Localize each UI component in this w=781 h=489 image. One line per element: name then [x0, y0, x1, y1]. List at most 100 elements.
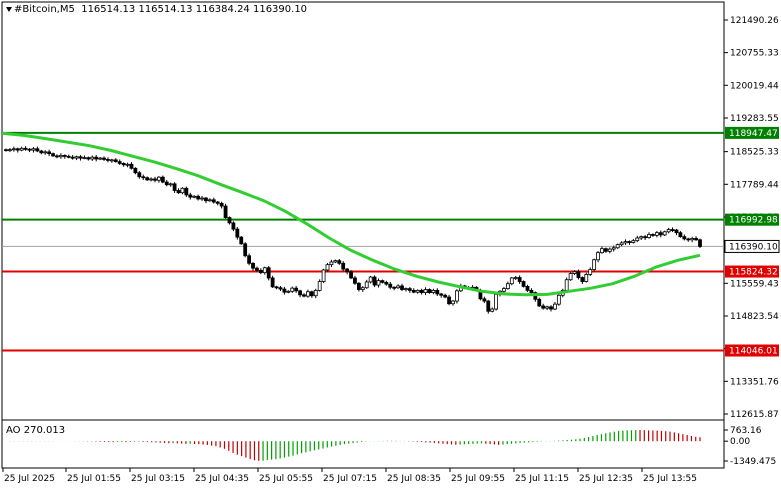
candle-body: [455, 290, 459, 302]
candle-body: [376, 280, 381, 286]
candle-body: [106, 159, 110, 161]
candle-body: [35, 148, 40, 152]
candle-body: [592, 259, 597, 270]
candle-body: [145, 177, 150, 181]
candle-body: [686, 238, 691, 241]
candle-body: [396, 285, 400, 289]
candle-body: [78, 156, 83, 159]
candle-body: [313, 289, 318, 297]
candle-body: [125, 163, 130, 166]
candle-body: [211, 199, 216, 203]
candle-body: [635, 237, 640, 242]
candle-body: [360, 287, 365, 290]
candle-body: [27, 148, 32, 151]
candle-body: [545, 306, 549, 309]
price-tick-label: 118525.33: [730, 148, 779, 158]
candle-body: [439, 293, 444, 296]
candle-body: [62, 155, 67, 157]
candle-body: [109, 159, 114, 162]
candle-body: [368, 276, 373, 283]
time-tick-label: 25 Jul 2025: [4, 474, 55, 484]
candle-body: [643, 236, 648, 239]
time-tick-label: 25 Jul 11:15: [515, 474, 569, 484]
candle-body: [274, 286, 279, 289]
candle-body: [678, 232, 683, 238]
candle-body: [306, 291, 310, 297]
candle-body: [682, 236, 687, 240]
level-label-box: [725, 344, 779, 357]
candle-body: [588, 269, 593, 275]
ohlc-values: 116514.13 116514.13 116384.24 116390.10: [81, 4, 308, 15]
candle-body: [58, 155, 63, 158]
candle-body: [317, 281, 322, 291]
main-chart-area: [1, 1, 725, 469]
candle-body: [415, 289, 420, 293]
candle-body: [690, 238, 695, 241]
candle-body: [447, 296, 451, 305]
candle-body: [262, 267, 267, 274]
candle-body: [266, 267, 271, 279]
candle-body: [227, 217, 232, 224]
level-label: 116992.98: [729, 216, 778, 226]
candle-body: [235, 228, 240, 238]
candle-body: [219, 202, 224, 207]
candle-body: [658, 232, 663, 236]
candle-body: [113, 159, 118, 163]
candle-body: [290, 287, 295, 292]
level-label: 118947.47: [729, 129, 778, 139]
candle-body: [309, 291, 314, 297]
dropdown-triangle-icon[interactable]: [6, 6, 12, 12]
candle-body: [55, 155, 59, 158]
price-tick-label: 115559.43: [730, 279, 779, 289]
candle-body: [451, 300, 455, 305]
candle-body: [596, 252, 600, 261]
candle-body: [215, 201, 220, 204]
candle-body: [341, 262, 346, 270]
candle-body: [541, 305, 546, 309]
candle-body: [255, 267, 259, 271]
candle-body: [231, 222, 236, 230]
candle-body: [23, 147, 28, 150]
candle-body: [337, 260, 342, 264]
plot-frame: [1, 1, 725, 469]
candle-body: [639, 236, 644, 239]
candle-body: [243, 243, 248, 257]
candle-body: [204, 197, 208, 202]
candle-body: [188, 194, 193, 198]
level-label: 115824.32: [729, 268, 778, 278]
candle-body: [364, 281, 369, 289]
ao-title: AO 270.013: [6, 425, 66, 436]
candle-body: [564, 279, 569, 291]
candle-body: [247, 255, 251, 264]
level-label-box: [725, 126, 779, 139]
candle-body: [490, 308, 495, 312]
candle-body: [31, 148, 36, 151]
candle-body: [494, 293, 499, 310]
candle-body: [521, 281, 526, 287]
candle-body: [333, 260, 338, 263]
candle-body: [384, 282, 389, 285]
candle-body: [8, 149, 12, 152]
candle-body: [251, 262, 255, 269]
price-tick-label: 121490.26: [730, 16, 779, 26]
time-tick-label: 25 Jul 04:35: [195, 474, 249, 484]
price-tick-label: 117789.44: [730, 180, 779, 190]
candle-body: [329, 261, 334, 266]
time-tick-label: 25 Jul 13:55: [643, 474, 697, 484]
candle-body: [294, 287, 299, 292]
time-tick-label: 25 Jul 07:15: [323, 474, 377, 484]
candle-body: [98, 157, 103, 160]
candle-body: [666, 229, 671, 233]
candle-body: [572, 271, 577, 274]
candle-body: [627, 241, 632, 243]
candle-body: [19, 147, 24, 151]
time-tick-label: 25 Jul 05:55: [259, 474, 313, 484]
candle-body: [411, 289, 416, 293]
candle-body: [584, 274, 589, 282]
candle-body: [600, 248, 604, 254]
candle-body: [631, 240, 636, 243]
candle-body: [43, 151, 48, 154]
candle-body: [517, 277, 522, 282]
candle-body: [298, 290, 302, 296]
candle-body: [223, 205, 228, 218]
